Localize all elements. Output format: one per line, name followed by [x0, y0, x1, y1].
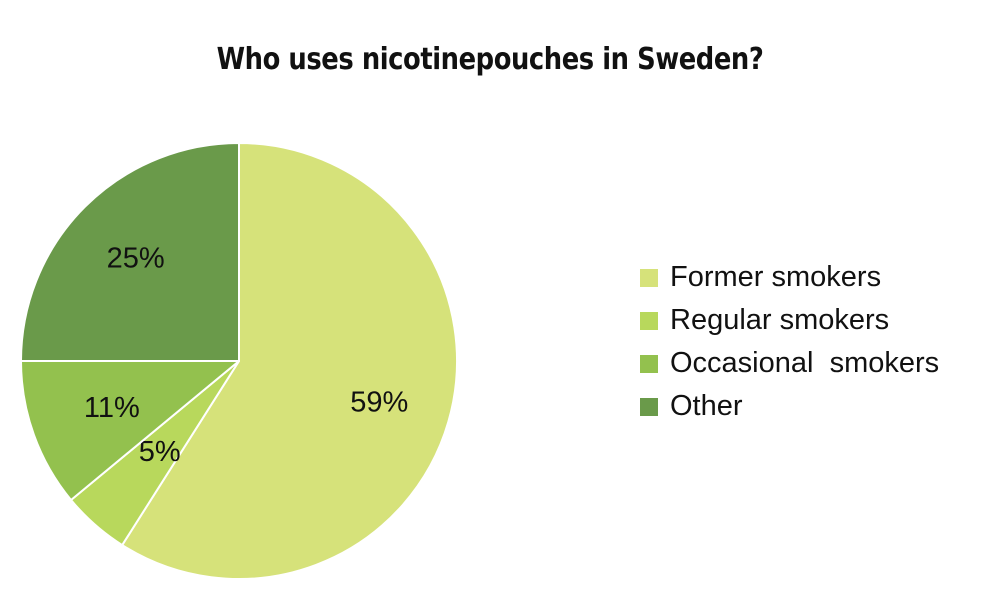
- legend-item-regular-smokers: Regular smokers: [640, 299, 990, 342]
- legend-swatch: [640, 354, 658, 373]
- pie-slice-occasional-smokers: [20, 360, 240, 501]
- legend-label: Regular smokers: [670, 304, 890, 336]
- pie-slice-former-smokers: [121, 142, 459, 580]
- legend-item-occasional-smokers: Occasional smokers: [640, 342, 990, 385]
- pie-slice-other: [20, 142, 240, 362]
- legend-label: Other: [670, 390, 743, 422]
- legend-item-other: Other: [640, 385, 990, 428]
- legend-swatch: [640, 311, 658, 330]
- pie-chart: 59% 5% 11% 25%: [20, 142, 459, 580]
- chart-title: Who uses nicotinepouches in Sweden?: [216, 42, 764, 77]
- legend-label: Former smokers: [670, 261, 882, 293]
- data-label-occasional-smokers: 11%: [84, 392, 140, 424]
- data-label-other: 25%: [107, 243, 165, 275]
- legend-swatch: [640, 268, 658, 287]
- data-label-former-smokers: 59%: [350, 387, 408, 419]
- legend-swatch: [640, 397, 658, 416]
- legend: Former smokers Regular smokers Occasiona…: [640, 256, 990, 428]
- legend-item-former-smokers: Former smokers: [640, 256, 990, 299]
- data-label-regular-smokers: 5%: [139, 436, 181, 468]
- legend-label: Occasional smokers: [670, 347, 940, 379]
